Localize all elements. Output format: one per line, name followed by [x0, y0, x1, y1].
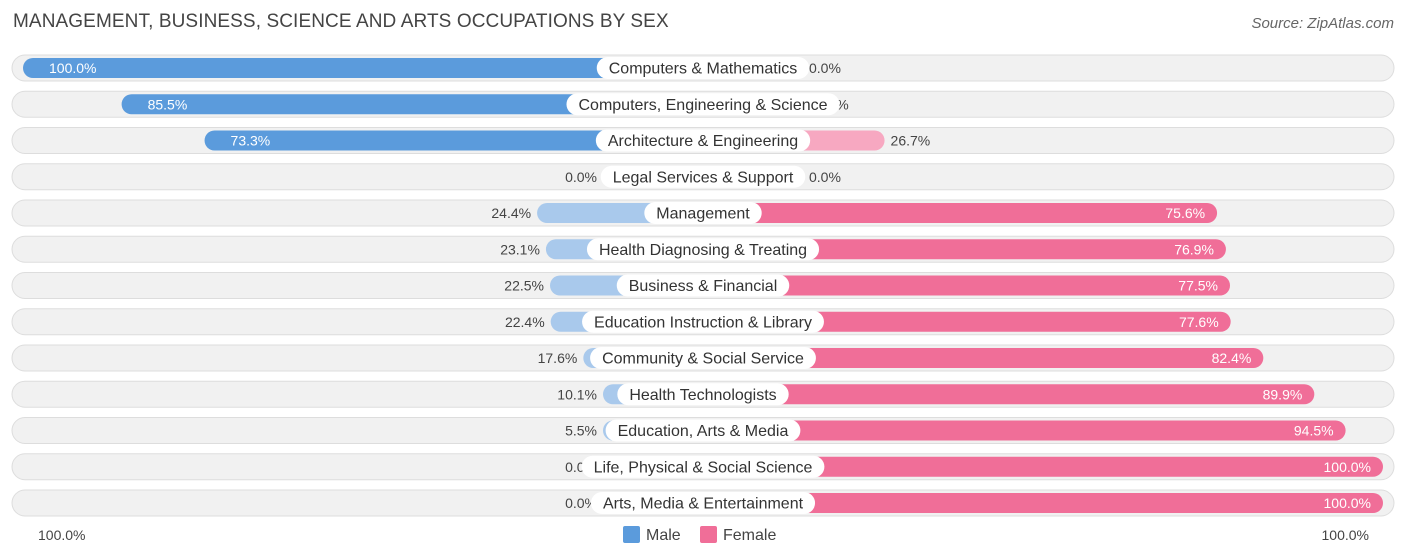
category-label-background: [605, 419, 801, 442]
male-bar: [204, 130, 703, 151]
axis-left-label: 100.0%: [38, 527, 85, 543]
female-bar: [703, 456, 1383, 477]
category-label-background: [590, 347, 816, 369]
female-value-label: 89.9%: [1263, 386, 1303, 402]
female-value-label: 77.6%: [1179, 314, 1219, 330]
category-label: Business & Financial: [629, 278, 778, 295]
category-label-background: [596, 57, 810, 79]
category-label: Education Instruction & Library: [594, 314, 812, 331]
male-value-label: 17.6%: [538, 350, 578, 366]
male-value-label: 22.5%: [504, 278, 544, 294]
male-bar: [121, 94, 704, 115]
male-value-label: 73.3%: [231, 133, 271, 149]
female-value-label: 75.6%: [1165, 205, 1205, 221]
female-bar: [703, 311, 1231, 332]
category-label: Education, Arts & Media: [618, 423, 789, 440]
category-label: Health Technologists: [629, 387, 776, 404]
category-label-background: [582, 310, 824, 333]
category-label: Computers & Mathematics: [609, 61, 798, 78]
female-bar: [703, 275, 1230, 296]
male-value-label: 100.0%: [49, 60, 96, 76]
male-value-label: 23.1%: [500, 241, 540, 257]
male-value-label: 0.0%: [565, 495, 597, 511]
category-label: Architecture & Engineering: [608, 133, 798, 150]
category-label: Legal Services & Support: [613, 169, 794, 186]
male-value-label: 24.4%: [491, 205, 531, 221]
female-bar: [703, 239, 1226, 260]
legend-female-swatch: [700, 526, 717, 543]
category-label-background: [616, 274, 790, 297]
legend-male-label: Male: [646, 527, 681, 544]
male-bar: [23, 58, 703, 78]
category-label-background: [595, 129, 811, 152]
female-bar: [703, 203, 1218, 223]
female-value-label: 0.0%: [809, 60, 841, 76]
female-value-label: 82.4%: [1212, 350, 1252, 366]
female-value-label: 100.0%: [1324, 495, 1371, 511]
category-label: Computers, Engineering & Science: [578, 97, 827, 114]
axis-right-label: 100.0%: [1322, 527, 1369, 543]
category-label-background: [644, 202, 762, 224]
category-label-background: [617, 383, 789, 406]
male-value-label: 0.0%: [565, 169, 597, 185]
male-value-label: 85.5%: [148, 96, 188, 112]
female-value-label: 26.7%: [891, 133, 931, 149]
female-value-label: 77.5%: [1178, 278, 1218, 294]
female-bar: [703, 348, 1264, 368]
chart-title: MANAGEMENT, BUSINESS, SCIENCE AND ARTS O…: [13, 11, 669, 32]
female-value-label: 94.5%: [1294, 423, 1334, 439]
category-label-background: [566, 93, 840, 116]
male-value-label: 5.5%: [565, 423, 597, 439]
category-label: Health Diagnosing & Treating: [599, 242, 807, 259]
female-bar: [703, 420, 1346, 441]
female-bar: [703, 493, 1383, 513]
legend-female-label: Female: [723, 527, 776, 544]
female-value-label: 100.0%: [1324, 459, 1371, 475]
category-label: Arts, Media & Entertainment: [603, 496, 804, 513]
category-label-background: [600, 165, 806, 188]
category-label-background: [586, 238, 820, 261]
category-label-background: [581, 455, 825, 478]
female-value-label: 0.0%: [809, 169, 841, 185]
chart-source: Source: ZipAtlas.com: [1251, 15, 1394, 32]
male-value-label: 10.1%: [557, 386, 597, 402]
category-label: Management: [656, 206, 750, 223]
female-value-label: 76.9%: [1174, 241, 1214, 257]
legend-male-swatch: [623, 526, 640, 543]
category-label: Community & Social Service: [602, 351, 804, 368]
female-bar: [703, 384, 1315, 405]
category-label: Life, Physical & Social Science: [594, 459, 813, 476]
category-label-background: [590, 492, 816, 514]
male-value-label: 22.4%: [505, 314, 545, 330]
